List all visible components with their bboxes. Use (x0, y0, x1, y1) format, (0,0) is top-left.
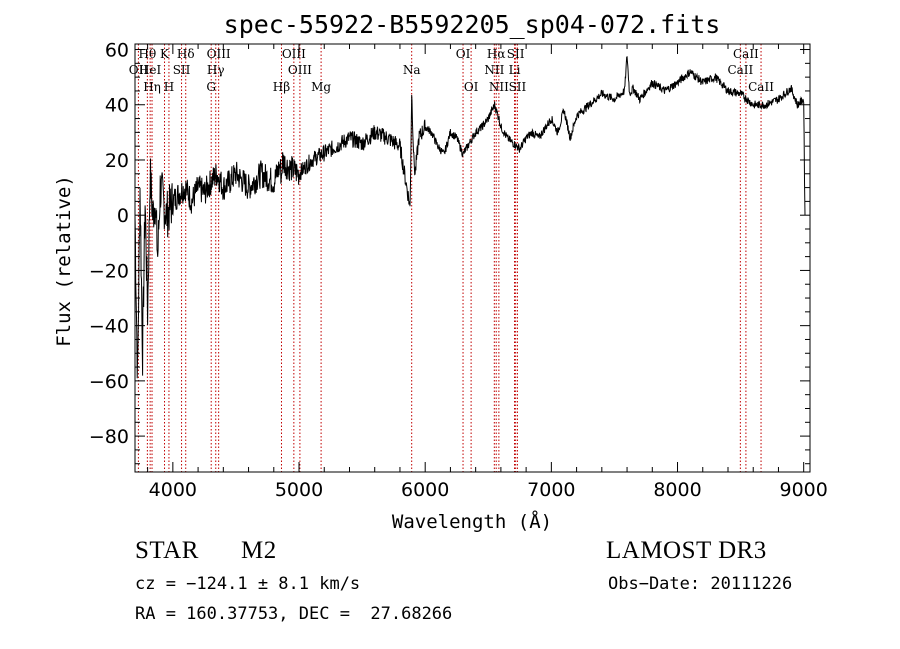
marker-label: G (206, 80, 216, 94)
y-tick-label: −40 (89, 316, 129, 338)
y-tick-label: −60 (89, 371, 129, 393)
plot-frame (134, 43, 811, 473)
marker-label: Hη (143, 80, 161, 94)
marker-label: Hα (487, 47, 506, 61)
y-tick-label: −20 (89, 260, 129, 282)
object-subclass: M2 (241, 537, 277, 564)
x-tick-label: 9000 (780, 479, 828, 501)
marker-label: SII (173, 63, 191, 77)
spectrum-line (134, 56, 806, 379)
survey-name: LAMOST DR3 (606, 537, 767, 564)
marker-label: Hβ (273, 80, 290, 94)
x-axis-label: Wavelength (Å) (392, 510, 552, 533)
marker-label: SII (509, 80, 527, 94)
y-tick-label: 0 (117, 205, 129, 227)
y-axis-label: Flux (relative) (53, 175, 75, 347)
marker-label: CaII (727, 63, 753, 77)
y-tick-label: 60 (105, 40, 129, 62)
y-tick-label: −80 (89, 426, 129, 448)
marker-label: Hθ (139, 47, 157, 61)
object-class: STAR (135, 537, 199, 564)
marker-label: K (160, 47, 170, 61)
marker-label: Na (403, 63, 421, 77)
x-tick-label: 7000 (527, 479, 575, 501)
marker-label: OI (456, 47, 471, 61)
observation-date: Obs−Date: 20111226 (608, 574, 793, 594)
x-tick-label: 5000 (275, 479, 323, 501)
x-tick-label: 8000 (653, 479, 701, 501)
marker-label: CaII (748, 80, 774, 94)
y-tick-label: 20 (105, 150, 129, 172)
emission-line-markers (137, 44, 762, 472)
marker-label: SII (507, 47, 525, 61)
x-axis-ticks: 4000 5000 6000 7000 8000 9000 (147, 44, 828, 501)
marker-label: OIII (207, 47, 231, 61)
marker-label: OII (129, 63, 149, 77)
marker-label: NII (489, 80, 509, 94)
y-axis-ticks: −80 −60 −40 −20 0 20 40 60 (89, 40, 810, 465)
marker-label: NII (484, 63, 504, 77)
y-tick-label: 40 (105, 95, 129, 117)
marker-label: CaII (733, 47, 759, 61)
marker-label: Li (509, 63, 521, 77)
marker-label: Hδ (177, 47, 195, 61)
x-tick-label: 4000 (149, 479, 197, 501)
redshift-value: cz = −124.1 ± 8.1 km/s (135, 574, 361, 594)
marker-label: Hγ (207, 63, 225, 77)
marker-label: OI (464, 80, 479, 94)
marker-label: OIII (288, 63, 312, 77)
marker-label: HeI (139, 63, 162, 77)
marker-label: OIII (282, 47, 306, 61)
marker-label: Mg (311, 80, 331, 94)
x-tick-label: 6000 (401, 479, 449, 501)
marker-label: H (164, 80, 174, 94)
chart-title: spec-55922-B5592205_sp04-072.fits (224, 10, 721, 39)
sky-coordinates: RA = 160.37753, DEC = 27.68266 (135, 604, 453, 624)
